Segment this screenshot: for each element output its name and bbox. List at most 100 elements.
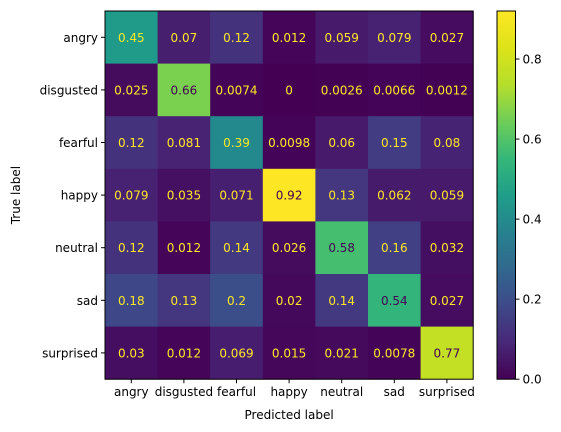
heatmap-cell [210, 221, 264, 275]
x-axis-ticks: angry disgusted fearful happy neutral sad surp… [114, 379, 475, 399]
cell-value-label: 0.012 [167, 346, 201, 360]
heatmap-cell [210, 326, 264, 380]
cell-value-label: 0.079 [114, 189, 148, 203]
cell-value-label: 0.0012 [426, 83, 468, 97]
y-axis-ticks: angry disgusted fearful happy neutral sad surp… [40, 31, 105, 360]
cell-value-label: 0.035 [167, 189, 201, 203]
cell-value-label: 0.15 [381, 136, 408, 150]
x-tick-label: surprised [419, 385, 475, 399]
cell-value-label: 0.032 [430, 241, 464, 255]
heatmap-cell [157, 168, 211, 222]
heatmap-cell [420, 326, 474, 380]
y-tick-label: happy [61, 189, 98, 203]
heatmap-cell [368, 11, 421, 64]
cell-value-label: 0.071 [219, 189, 253, 203]
cell-value-label: 0.0066 [373, 83, 415, 97]
heatmap-cell [420, 274, 474, 327]
heatmap-cell [210, 116, 264, 170]
colorbar-ticks: 0.0 0.2 0.4 0.6 0.8 [515, 53, 542, 387]
heatmap-cell [315, 168, 369, 222]
cell-value-label: 0.13 [328, 189, 355, 203]
heatmap-cell [210, 63, 264, 117]
cell-value-label: 0.39 [223, 136, 250, 150]
cell-value-label: 0.45 [118, 31, 145, 45]
heatmap-cell [210, 11, 264, 64]
cell-value-label: 0.079 [377, 31, 411, 45]
heatmap-cell [315, 274, 369, 327]
x-tick-label: sad [384, 385, 405, 399]
cell-value-label: 0.08 [434, 136, 461, 150]
cell-value-label: 0.18 [118, 294, 145, 308]
cell-value-label: 0.12 [223, 31, 250, 45]
heatmap-cell [157, 326, 211, 380]
y-tick-label: sad [77, 294, 98, 308]
colorbar-tick-label: 0.0 [523, 373, 542, 387]
heatmap-cell [210, 274, 264, 327]
cell-value-label: 0.14 [328, 294, 355, 308]
heatmap-cell-labels: 0.45 0.07 0.12 0.012 0.059 0.079 0.027 0.025 0.6… [114, 31, 468, 361]
heatmap-cell [157, 11, 211, 64]
x-tick-label: angry [114, 385, 149, 399]
heatmap-cell [368, 63, 421, 117]
heatmap-cell [105, 274, 158, 327]
heatmap-cell [420, 221, 474, 275]
heatmap-cells [105, 11, 474, 380]
colorbar-tick-label: 0.6 [523, 133, 542, 147]
cell-value-label: 0.015 [272, 346, 306, 360]
colorbar-tick-label: 0.8 [523, 53, 542, 67]
cell-value-label: 0.77 [434, 346, 461, 360]
cell-value-label: 0 [285, 83, 293, 97]
y-tick-label: fearful [59, 136, 98, 150]
heatmap-cell [368, 168, 421, 222]
cell-value-label: 0.07 [171, 31, 198, 45]
heatmap-cell [262, 221, 316, 275]
x-tick-label: neutral [320, 385, 363, 399]
heatmap-cell [105, 168, 158, 222]
cell-value-label: 0.13 [171, 294, 198, 308]
cell-value-label: 0.54 [381, 294, 408, 308]
cell-value-label: 0.081 [167, 136, 201, 150]
cell-value-label: 0.026 [272, 241, 306, 255]
heatmap-cell [157, 221, 211, 275]
cell-value-label: 0.027 [430, 31, 464, 45]
cell-value-label: 0.012 [272, 31, 306, 45]
heatmap-cell [262, 168, 316, 222]
y-tick-label: disgusted [40, 83, 98, 97]
cell-value-label: 0.0078 [373, 346, 415, 360]
heatmap-cell [105, 221, 158, 275]
cell-value-label: 0.021 [325, 346, 359, 360]
cell-value-label: 0.03 [118, 346, 145, 360]
x-tick-label: happy [270, 385, 307, 399]
cell-value-label: 0.012 [167, 241, 201, 255]
colorbar [496, 10, 516, 380]
heatmap-cell [368, 326, 421, 380]
x-tick-label: fearful [217, 385, 256, 399]
heatmap-cell [315, 116, 369, 170]
heatmap-cell [368, 221, 421, 275]
cell-value-label: 0.16 [381, 241, 408, 255]
heatmap-cell [210, 168, 264, 222]
cell-value-label: 0.059 [325, 31, 359, 45]
cell-value-label: 0.92 [276, 189, 303, 203]
heatmap-cell [420, 116, 474, 170]
cell-value-label: 0.059 [430, 189, 464, 203]
cell-value-label: 0.12 [118, 136, 145, 150]
heatmap-cell [315, 221, 369, 275]
heatmap-cell [157, 116, 211, 170]
heatmap-cell [315, 11, 369, 64]
cell-value-label: 0.06 [328, 136, 355, 150]
cell-value-label: 0.027 [430, 294, 464, 308]
heatmap-cell [315, 326, 369, 380]
heatmap-cell [420, 11, 474, 64]
x-tick-label: disgusted [155, 385, 213, 399]
colorbar-tick-label: 0.4 [523, 213, 542, 227]
cell-value-label: 0.0098 [268, 136, 310, 150]
heatmap-cell [420, 168, 474, 222]
cell-value-label: 0.062 [377, 189, 411, 203]
heatmap-cell [105, 116, 158, 170]
colorbar-tick-label: 0.2 [523, 293, 542, 307]
heatmap-cell [368, 274, 421, 327]
heatmap-cell [262, 11, 316, 64]
y-tick-label: surprised [42, 346, 98, 360]
